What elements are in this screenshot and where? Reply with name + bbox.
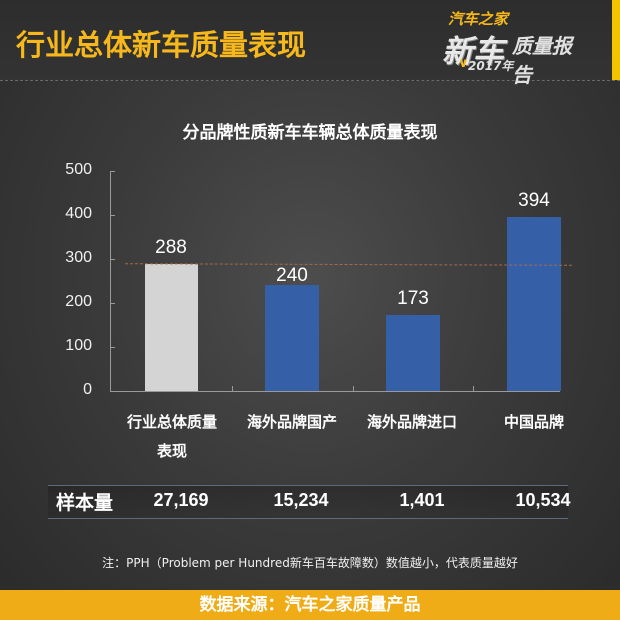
- logo-main: 新车: [442, 34, 504, 70]
- data-source-footer: 数据来源：汽车之家质量产品: [0, 590, 620, 620]
- category-label: 海外品牌进口: [366, 413, 457, 431]
- logo-sub: 质量报告: [512, 34, 572, 87]
- y-tick: [110, 259, 115, 260]
- y-tick: [110, 171, 115, 172]
- x-separator: [232, 386, 233, 391]
- header-bar: 行业总体新车质量表现 汽车之家 新车 质量报告 ∨ 2017年: [0, 0, 620, 87]
- y-axis: [110, 171, 111, 391]
- bar-foreign-domestic: [265, 285, 319, 391]
- category-label: 海外品牌国产: [246, 413, 337, 431]
- y-tick-label: 0: [83, 381, 92, 398]
- bar-value: 240: [276, 265, 308, 286]
- y-tick: [110, 303, 115, 304]
- logo-check-icon: ∨: [458, 56, 469, 71]
- y-tick: [110, 215, 115, 216]
- chart-title: 分品牌性质新车车辆总体质量表现: [182, 123, 438, 143]
- y-tick-label: 500: [65, 161, 92, 178]
- y-tick-label: 400: [65, 205, 92, 222]
- x-separator: [353, 386, 354, 391]
- category-label: 中国品牌: [503, 413, 564, 431]
- sample-size-value: 27,169: [153, 490, 209, 510]
- sample-size-value: 15,234: [273, 490, 329, 510]
- category-label: 行业总体质量 表现: [112, 408, 232, 466]
- bar-industry-overall: [145, 264, 198, 391]
- y-tick-label: 100: [65, 337, 92, 354]
- page-title: 行业总体新车质量表现: [16, 28, 307, 62]
- x-separator: [473, 386, 474, 391]
- y-tick-label: 300: [65, 249, 92, 266]
- sample-size-value: 10,534: [515, 490, 571, 510]
- logo-brand: 汽车之家: [448, 10, 509, 28]
- bar-foreign-imported: [386, 315, 440, 391]
- bar-chinese-brand: [507, 217, 561, 391]
- category-label-line: 行业总体质量: [126, 413, 217, 431]
- accent-tab: [612, 0, 620, 80]
- bar-value: 394: [518, 190, 550, 211]
- bar-value: 173: [397, 288, 429, 309]
- sample-size-row: 样本量 27,169 15,234 1,401 10,534: [48, 485, 571, 519]
- y-tick: [110, 347, 115, 348]
- logo-year: 2017年: [468, 59, 514, 73]
- bar-value: 288: [155, 237, 187, 258]
- sample-size-label: 样本量: [56, 492, 114, 514]
- footnote: 注：PPH（Problem per Hundred新车百车故障数）数值越小，代表…: [102, 556, 518, 570]
- y-tick-label: 200: [65, 293, 92, 310]
- report-logo: 汽车之家 新车 质量报告 ∨ 2017年: [440, 4, 590, 87]
- sample-size-value: 1,401: [399, 490, 445, 510]
- x-axis: [110, 391, 560, 392]
- category-label-line: 表现: [156, 442, 187, 460]
